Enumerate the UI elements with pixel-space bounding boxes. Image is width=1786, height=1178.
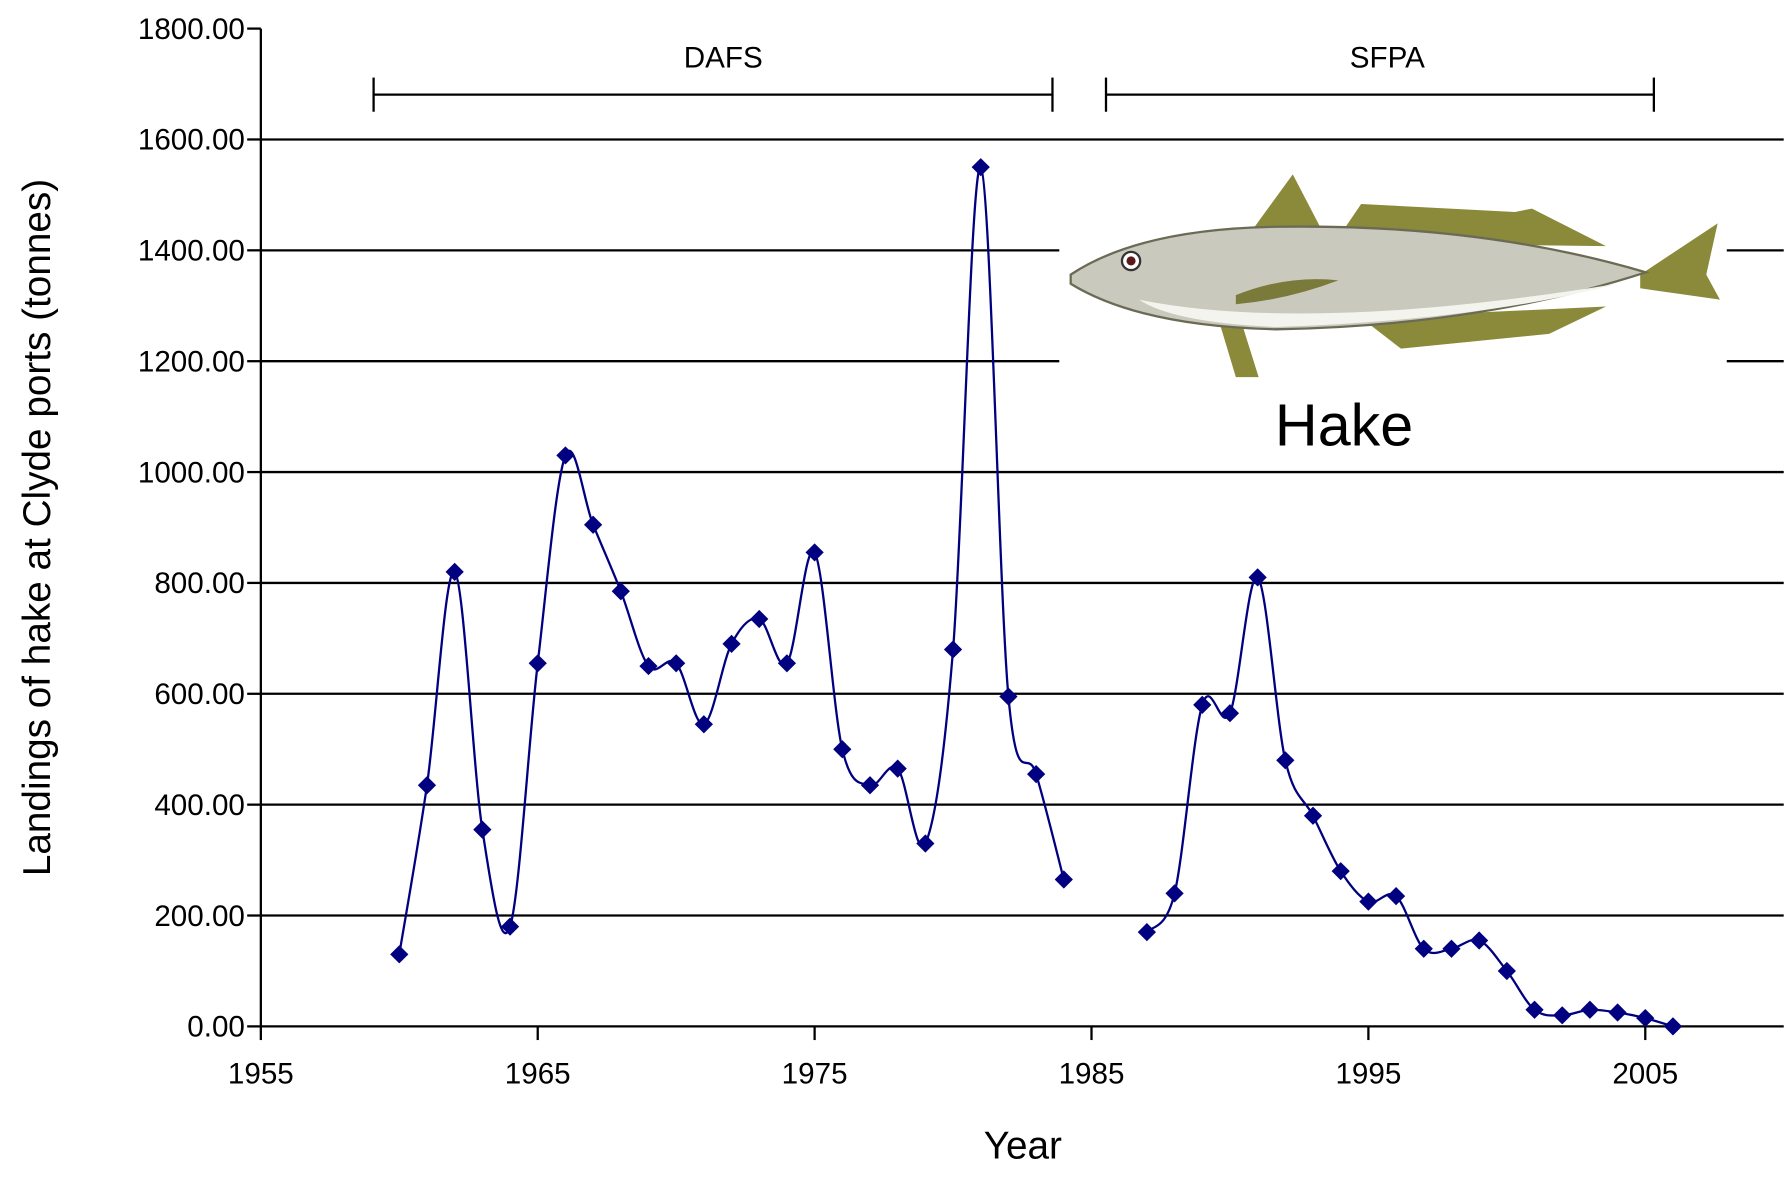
fish-pupil [1126, 256, 1136, 266]
data-point [1054, 870, 1073, 889]
x-tick-label: 1965 [505, 1057, 571, 1090]
data-point [500, 917, 520, 936]
fish-fin [1252, 174, 1322, 230]
hake-illustration [1059, 149, 1727, 383]
y-axis-label: Landings of hake at Clyde ports (tonnes) [16, 179, 59, 876]
data-point [888, 759, 907, 778]
data-point [833, 740, 852, 759]
series-line [398, 166, 1065, 955]
fish-tail [1640, 223, 1720, 300]
fish-belly [1139, 283, 1618, 328]
series-line [1145, 576, 1674, 1028]
data-point [1497, 961, 1516, 981]
x-tick-label: 2005 [1612, 1057, 1678, 1090]
data-point [1470, 931, 1489, 950]
data-point [750, 609, 769, 629]
data-point [1303, 806, 1323, 825]
data-point [1248, 568, 1267, 587]
data-point [445, 562, 464, 581]
data-point [777, 654, 797, 673]
y-tick-label: 1000.00 [138, 456, 245, 489]
data-point [639, 656, 658, 676]
data-point [390, 945, 409, 964]
fish-pectoral [1235, 279, 1339, 305]
data-point [1276, 751, 1295, 770]
data-point [722, 634, 741, 654]
y-tick-label: 600.00 [154, 678, 245, 711]
data-point [473, 820, 492, 839]
data-point [1636, 1008, 1655, 1028]
data-point [999, 687, 1018, 706]
x-tick-label: 1995 [1335, 1057, 1401, 1090]
data-point [417, 776, 437, 795]
annotation: DAFS [684, 41, 763, 74]
data-point [1525, 1000, 1544, 1019]
data-point [943, 640, 963, 659]
data-point [1386, 887, 1406, 906]
y-tick-label: 1200.00 [138, 345, 245, 378]
annotation: SFPA [1350, 41, 1425, 74]
x-tick-label: 1975 [782, 1057, 848, 1090]
data-point [1414, 939, 1433, 958]
data-point [556, 446, 575, 465]
x-tick-label: 1985 [1059, 1057, 1125, 1090]
x-tick-label: 1955 [228, 1057, 294, 1090]
fish-fin [1218, 320, 1259, 378]
data-point [1608, 1003, 1627, 1022]
data-point [583, 515, 603, 534]
y-tick-label: 1400.00 [138, 235, 245, 268]
y-tick-label: 400.00 [154, 789, 245, 822]
data-point [1359, 892, 1378, 911]
y-tick-label: 1800.00 [138, 13, 245, 46]
data-point [1220, 704, 1240, 723]
data-point [971, 158, 990, 177]
data-point [528, 654, 547, 673]
data-point [667, 654, 686, 673]
data-point [694, 715, 713, 734]
y-tick-label: 800.00 [154, 567, 245, 600]
y-tick-label: 0.00 [187, 1011, 245, 1044]
data-point [1442, 939, 1461, 958]
data-point [1553, 1006, 1572, 1025]
data-point [611, 582, 630, 601]
data-point [1331, 862, 1350, 881]
data-point [1027, 765, 1046, 784]
y-tick-label: 1600.00 [138, 124, 245, 157]
y-tick-label: 200.00 [154, 900, 245, 933]
data-point [1663, 1017, 1683, 1036]
data-point [1165, 884, 1184, 903]
x-axis-label: Year [984, 1125, 1062, 1168]
data-point [1580, 1000, 1600, 1019]
annotation: Hake [1275, 391, 1413, 458]
data-point [860, 776, 880, 795]
data-point [916, 834, 935, 853]
data-point [1137, 923, 1156, 942]
data-point [1193, 695, 1212, 714]
